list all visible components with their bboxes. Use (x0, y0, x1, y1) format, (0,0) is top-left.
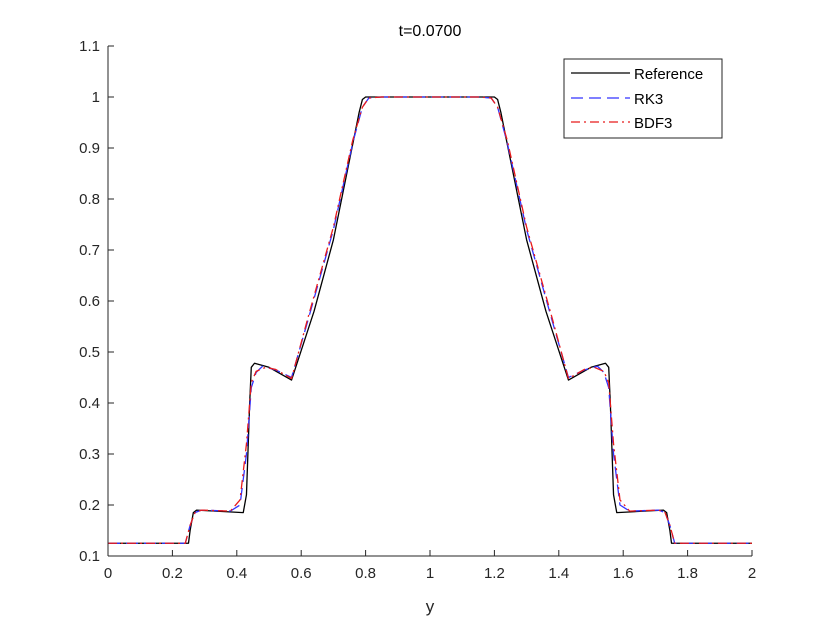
legend-label-reference: Reference (634, 66, 703, 83)
series-layer (108, 96, 752, 544)
legend-label-bdf3: BDF3 (634, 115, 672, 132)
y-tick-label: 1 (92, 89, 100, 106)
y-tick-label: 0.9 (79, 140, 100, 157)
legend-entry-bdf3: BDF3 (571, 115, 672, 132)
x-tick-label: 0.6 (291, 565, 312, 582)
x-ticks: 0 0.2 0.4 0.6 0.8 1 1.2 1.4 1.6 1.8 2 (104, 550, 756, 582)
x-tick-label: 2 (748, 565, 756, 582)
y-tick-label: 0.5 (79, 344, 100, 361)
x-tick-label: 0 (104, 565, 112, 582)
y-tick-label: 0.4 (79, 395, 100, 412)
y-tick-label: 0.8 (79, 191, 100, 208)
y-tick-label: 0.6 (79, 293, 100, 310)
x-tick-label: 0.2 (162, 565, 183, 582)
y-tick-label: 0.3 (79, 446, 100, 463)
legend: Reference RK3 BDF3 (563, 58, 723, 139)
y-ticks: 0.1 0.2 0.3 0.4 0.5 0.6 0.7 0.8 0.9 1 1.1 (79, 38, 114, 565)
legend-entry-rk3: RK3 (571, 91, 663, 108)
y-tick-label: 1.1 (79, 38, 100, 55)
series-line-bdf3 (108, 96, 752, 544)
y-tick-label: 0.7 (79, 242, 100, 259)
x-tick-label: 0.4 (226, 565, 247, 582)
series-line-reference (108, 96, 752, 544)
legend-entry-reference: Reference (571, 66, 703, 83)
x-tick-label: 1.8 (677, 565, 698, 582)
x-tick-label: 0.8 (355, 565, 376, 582)
x-axis-label: y (426, 597, 435, 616)
x-tick-label: 1 (426, 565, 434, 582)
x-tick-label: 1.2 (484, 565, 505, 582)
series-line-rk3 (108, 96, 752, 544)
legend-label-rk3: RK3 (634, 91, 663, 108)
x-tick-label: 1.4 (548, 565, 569, 582)
chart-title: t=0.0700 (399, 23, 462, 40)
x-tick-label: 1.6 (613, 565, 634, 582)
y-tick-label: 0.1 (79, 548, 100, 565)
y-tick-label: 0.2 (79, 497, 100, 514)
